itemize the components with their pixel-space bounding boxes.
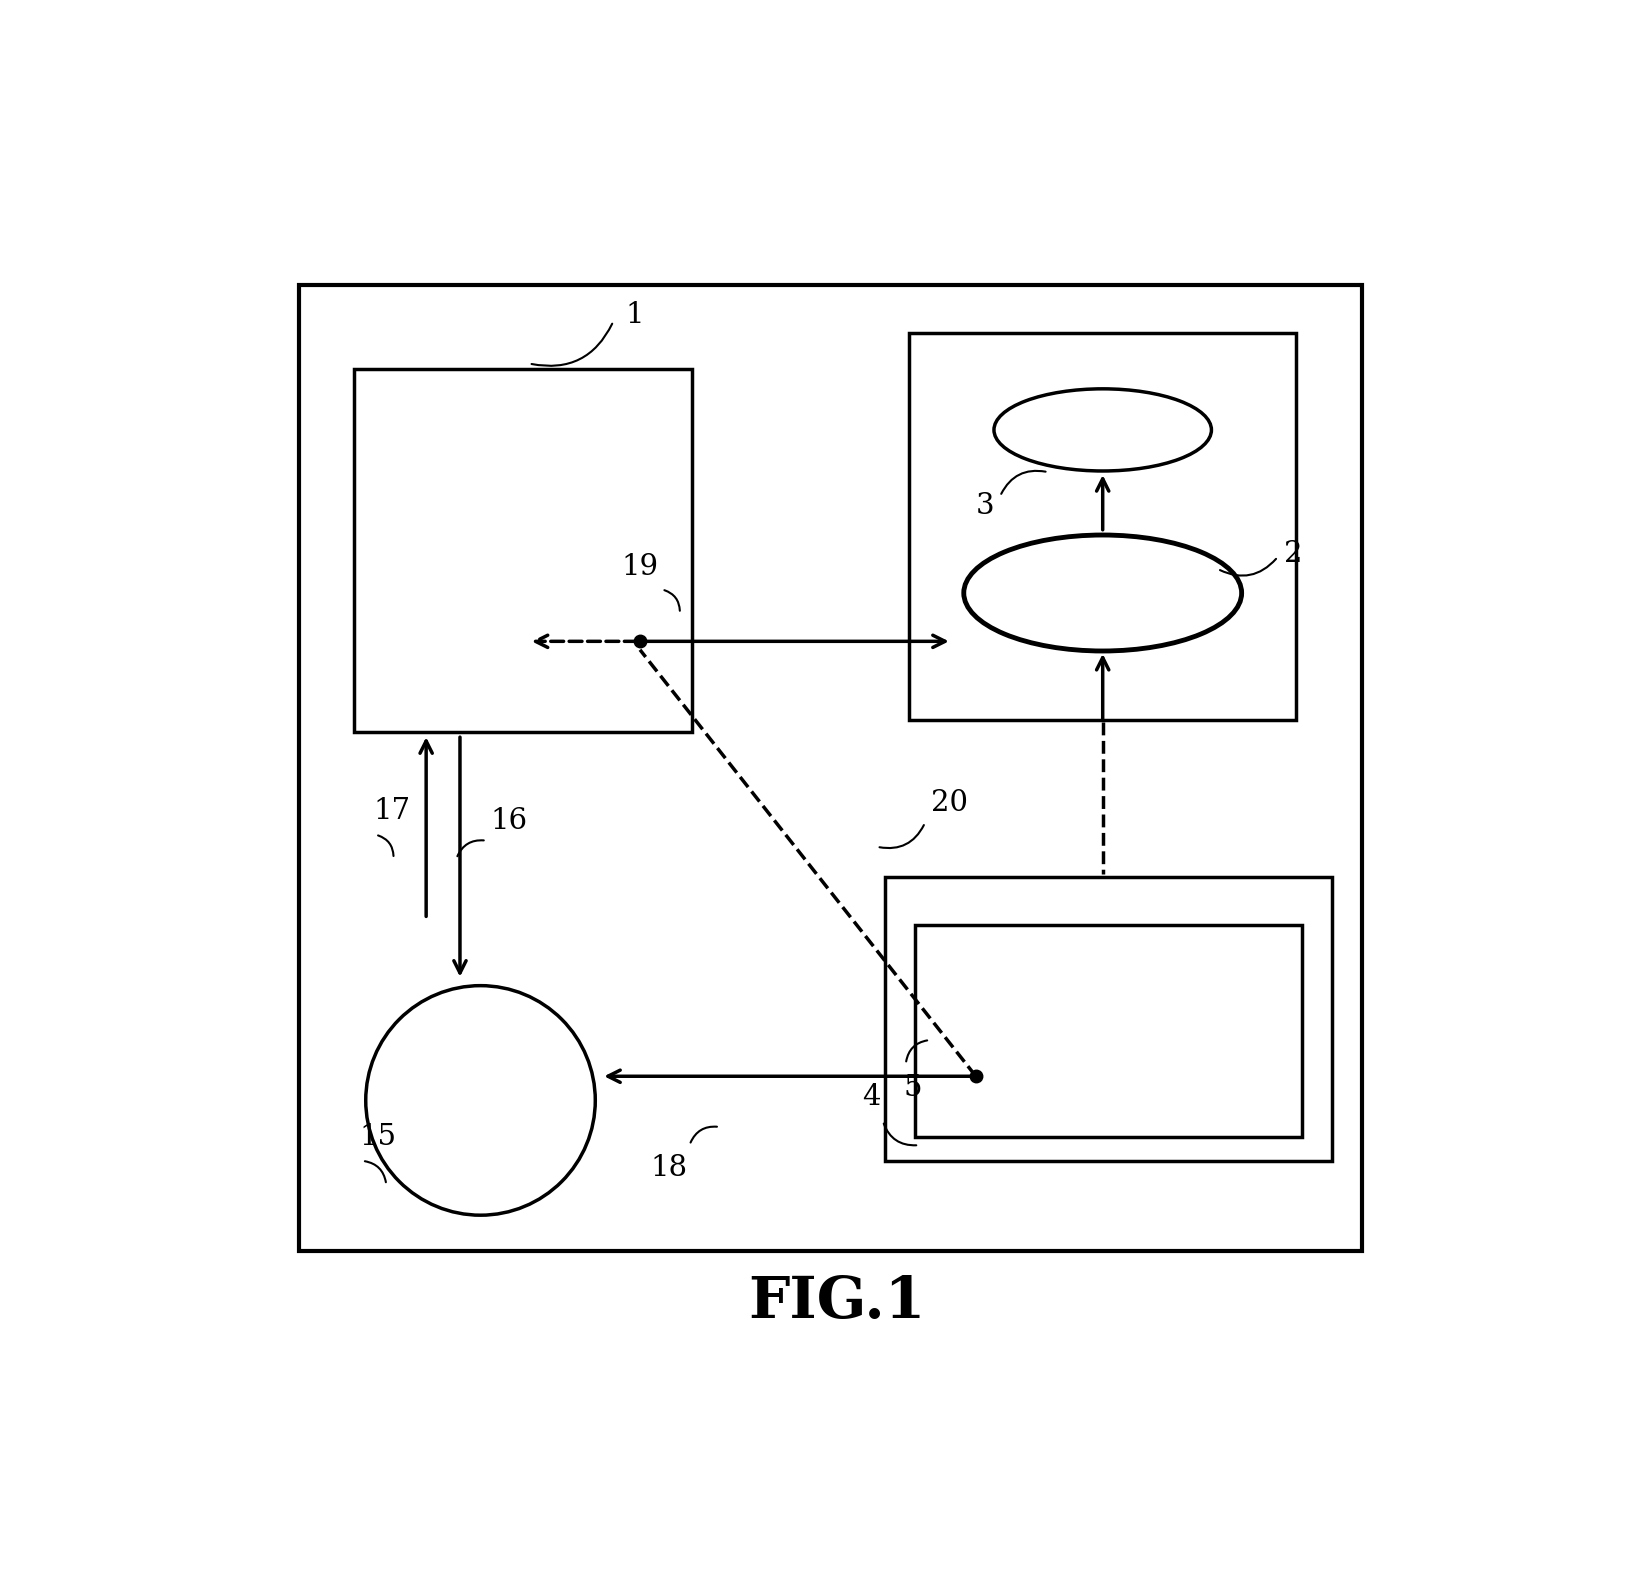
Circle shape (366, 985, 596, 1214)
Ellipse shape (994, 389, 1211, 471)
Text: 18: 18 (650, 1153, 687, 1181)
Ellipse shape (963, 535, 1240, 651)
Text: 4: 4 (862, 1083, 880, 1111)
Text: 5: 5 (902, 1073, 922, 1101)
Text: 2: 2 (1283, 540, 1302, 568)
Bar (916, 926, 1301, 1136)
Bar (909, 333, 1296, 720)
Bar (354, 369, 692, 731)
Bar (885, 877, 1332, 1161)
Bar (299, 286, 1361, 1252)
Text: 20: 20 (930, 789, 968, 816)
Text: 17: 17 (372, 797, 410, 825)
Text: 19: 19 (620, 552, 658, 581)
Text: FIG.1: FIG.1 (747, 1274, 925, 1331)
Text: 1: 1 (625, 301, 643, 329)
Text: 3: 3 (974, 493, 994, 519)
Text: 15: 15 (359, 1123, 397, 1152)
Text: 16: 16 (490, 806, 527, 835)
